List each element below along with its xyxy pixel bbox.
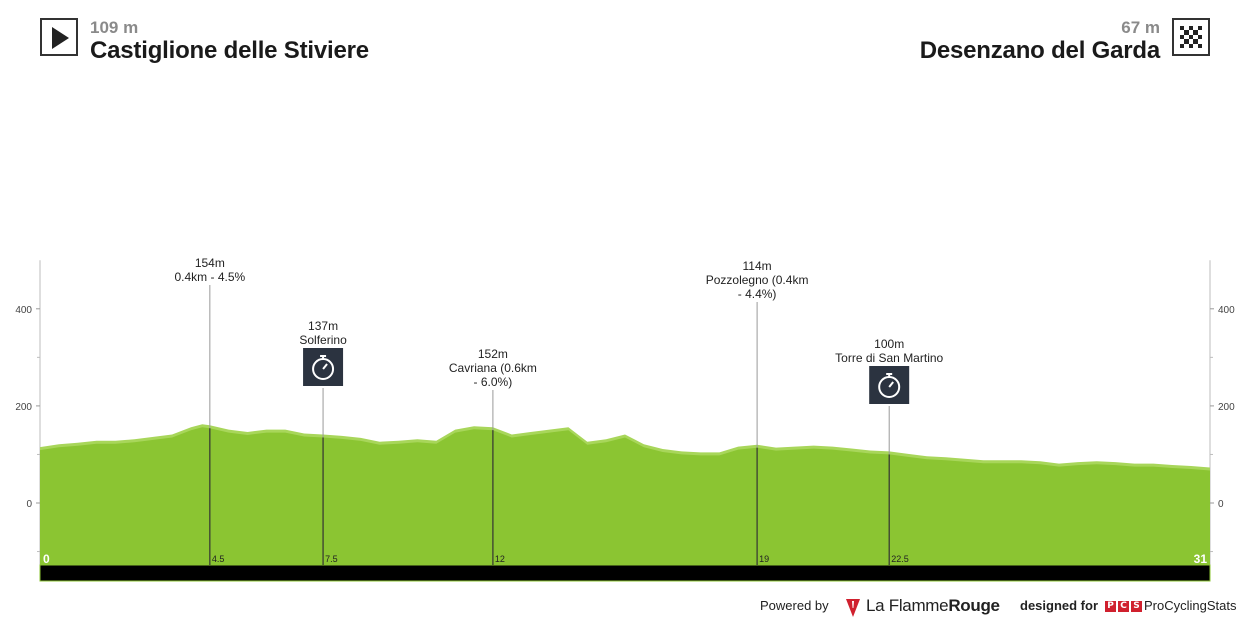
y-tick-label-left: 400: [15, 305, 32, 316]
finish-altitude: 67 m: [1121, 18, 1160, 37]
sprint-name-label: Torre di San Martino: [835, 351, 943, 365]
stopwatch-icon-bg: [869, 366, 910, 404]
sprint-name-label: Solferino: [299, 333, 347, 347]
stopwatch-icon-hand: [322, 363, 328, 370]
climb-altitude-label: 152m: [478, 347, 508, 361]
y-tick-label-right: 200: [1218, 402, 1235, 413]
stopwatch-icon-hand: [888, 381, 894, 388]
brand-light: La Flamme: [866, 596, 949, 615]
y-tick-label-right: 400: [1218, 305, 1235, 316]
start-town: Castiglione delle Stiviere: [90, 37, 369, 64]
la-flamme-rouge-brand[interactable]: La FlammeRouge: [866, 596, 1000, 616]
checkered-flag-icon: [1172, 18, 1210, 56]
designed-for-label: designed for: [1020, 598, 1099, 613]
pcs-letter-s: S: [1131, 601, 1142, 612]
sprint-altitude-label: 100m: [874, 337, 904, 351]
stopwatch-icon-bg: [303, 348, 344, 386]
brand-bold: Rouge: [948, 596, 1000, 615]
start-header: 109 m Castiglione delle Stiviere: [40, 18, 369, 64]
stopwatch-icon: [869, 366, 910, 404]
stopwatch-icon: [303, 348, 344, 386]
climb-detail-label: Pozzolegno (0.4km: [706, 273, 809, 287]
pcs-logo-icon: P C S: [1105, 601, 1142, 612]
profile-area: [40, 427, 1210, 565]
finish-header: 67 m Desenzano del Garda: [920, 18, 1210, 64]
y-tick-label-left: 200: [15, 402, 32, 413]
flame-logo-icon: [846, 599, 860, 617]
pcs-letter-p: P: [1105, 601, 1116, 612]
km-marker-label: 22.5: [891, 554, 909, 564]
y-tick-label-left: 0: [26, 499, 32, 510]
km-marker-label: 12: [495, 554, 505, 564]
play-icon: [40, 18, 78, 56]
climb-detail-label: Cavriana (0.6km: [449, 361, 537, 375]
profile-base-bar: [39, 564, 1211, 582]
sprint-altitude-label: 137m: [308, 319, 338, 333]
climb-detail-label: - 6.0%): [474, 375, 513, 389]
km-marker-label: 7.5: [325, 554, 338, 564]
end-km-label: 31: [1194, 552, 1208, 566]
procyclingstats-brand[interactable]: ProCyclingStats: [1144, 598, 1237, 613]
finish-town: Desenzano del Garda: [919, 37, 1160, 64]
start-km-label: 0: [43, 552, 50, 566]
powered-by-label: Powered by: [760, 598, 829, 613]
y-tick-label-right: 0: [1218, 499, 1224, 510]
km-marker-label: 19: [759, 554, 769, 564]
climb-detail-label: 0.4km - 4.5%: [174, 270, 245, 284]
climb-altitude-label: 114m: [743, 259, 772, 273]
climb-altitude-label: 154m: [195, 256, 225, 270]
pcs-letter-c: C: [1118, 601, 1129, 612]
start-altitude: 109 m: [90, 18, 139, 37]
km-marker-label: 4.5: [212, 554, 225, 564]
climb-detail-label: - 4.4%): [738, 287, 777, 301]
